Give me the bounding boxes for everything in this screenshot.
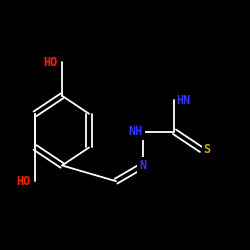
Text: S: S: [204, 143, 211, 156]
Text: N: N: [140, 159, 146, 172]
Text: HN: HN: [177, 94, 191, 107]
Text: HO: HO: [43, 56, 58, 68]
Text: HO: HO: [16, 175, 30, 188]
Text: NH: NH: [129, 125, 143, 138]
